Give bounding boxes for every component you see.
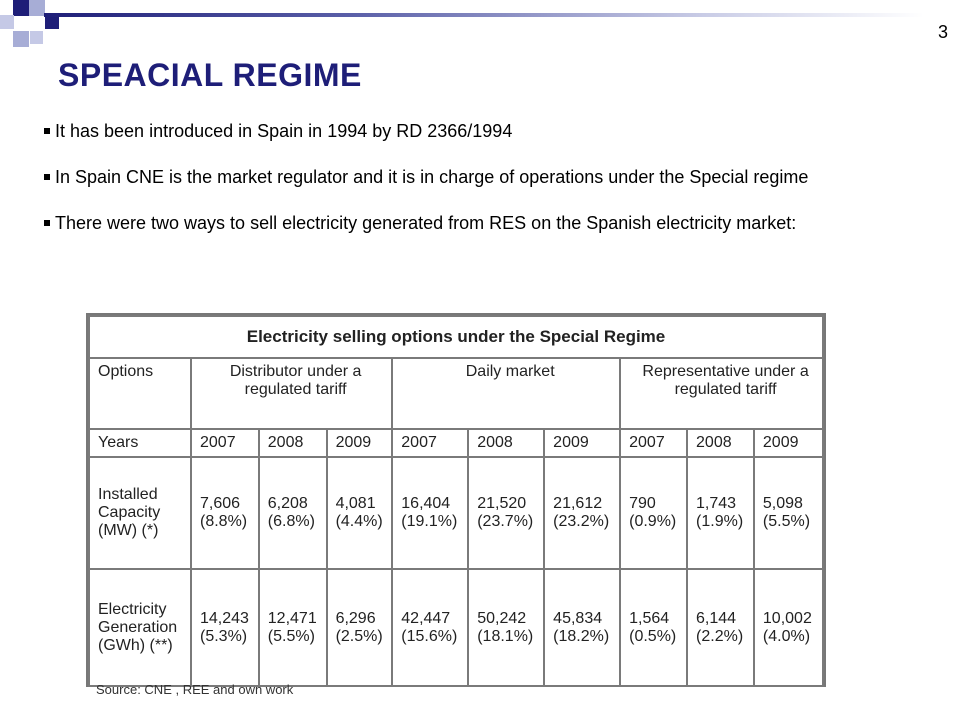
table-cell: 16,404 (19.1%) [391, 456, 470, 570]
table-cell: 6,144 (2.2%) [686, 568, 755, 687]
bullet-text: It has been introduced in Spain in 1994 … [55, 121, 513, 141]
decor-square [29, 0, 45, 16]
bullet-item: In Spain CNE is the market regulator and… [44, 164, 904, 190]
table-cell: 12,471 (5.5%) [257, 568, 328, 687]
options-header: Options [88, 357, 192, 430]
table-cell: 21,520 (23.7%) [467, 456, 546, 570]
year-cell: 2008 [467, 428, 546, 458]
group-header: Representative under a regulated tariff [619, 357, 824, 430]
table-cell: 4,081 (4.4%) [325, 456, 394, 570]
group-header: Distributor under a regulated tariff [189, 357, 394, 430]
decor-square [45, 15, 59, 29]
bullet-list: It has been introduced in Spain in 1994 … [44, 118, 904, 256]
year-cell: 2008 [686, 428, 755, 458]
bullet-item: There were two ways to sell electricity … [44, 210, 904, 236]
table-source: Source: CNE , REE and own work [96, 682, 294, 697]
table-cell: 1,743 (1.9%) [686, 456, 755, 570]
decor-square [0, 15, 14, 29]
page-number: 3 [938, 22, 949, 42]
decor-square [13, 0, 29, 16]
table-cell: 50,242 (18.1%) [467, 568, 546, 687]
decor-square [13, 31, 29, 47]
table-cell: 6,208 (6.8%) [257, 456, 328, 570]
table-cell: 45,834 (18.2%) [543, 568, 622, 687]
bullet-item: It has been introduced in Spain in 1994 … [44, 118, 904, 144]
table-cell: 10,002 (4.0%) [752, 568, 825, 687]
bullet-marker [44, 174, 50, 180]
years-header: Years [88, 428, 192, 458]
header-bar [44, 13, 924, 17]
table-cell: 790 (0.9%) [619, 456, 689, 570]
year-cell: 2009 [752, 428, 825, 458]
table-cell: 21,612 (23.2%) [543, 456, 622, 570]
table-cell: 42,447 (15.6%) [391, 568, 470, 687]
year-cell: 2008 [257, 428, 328, 458]
data-table-image: Electricity selling options under the Sp… [86, 313, 826, 687]
table-row: Installed Capacity (MW) (*) 7,606 (8.8%)… [88, 456, 825, 570]
decor-square [30, 31, 43, 44]
bullet-text: There were two ways to sell electricity … [55, 213, 797, 233]
bullet-marker [44, 128, 50, 134]
bullet-text: In Spain CNE is the market regulator and… [55, 167, 809, 187]
electricity-table: Electricity selling options under the Sp… [88, 315, 825, 687]
table-cell: 6,296 (2.5%) [325, 568, 394, 687]
group-header: Daily market [391, 357, 622, 430]
year-cell: 2007 [190, 428, 260, 458]
year-cell: 2007 [619, 428, 689, 458]
table-cell: 1,564 (0.5%) [619, 568, 689, 687]
slide-title: SPEACIAL REGIME [58, 57, 362, 93]
year-cell: 2009 [543, 428, 622, 458]
year-cell: 2007 [391, 428, 470, 458]
table-caption: Electricity selling options under the Sp… [88, 315, 824, 359]
row-label: Electricity Generation (GWh) (**) [88, 568, 192, 687]
table-cell: 14,243 (5.3%) [190, 568, 260, 687]
bullet-marker [44, 220, 50, 226]
table-row: Electricity Generation (GWh) (**) 14,243… [88, 568, 825, 687]
table-cell: 5,098 (5.5%) [752, 456, 825, 570]
year-cell: 2009 [325, 428, 394, 458]
table-cell: 7,606 (8.8%) [190, 456, 260, 570]
row-label: Installed Capacity (MW) (*) [88, 456, 192, 570]
